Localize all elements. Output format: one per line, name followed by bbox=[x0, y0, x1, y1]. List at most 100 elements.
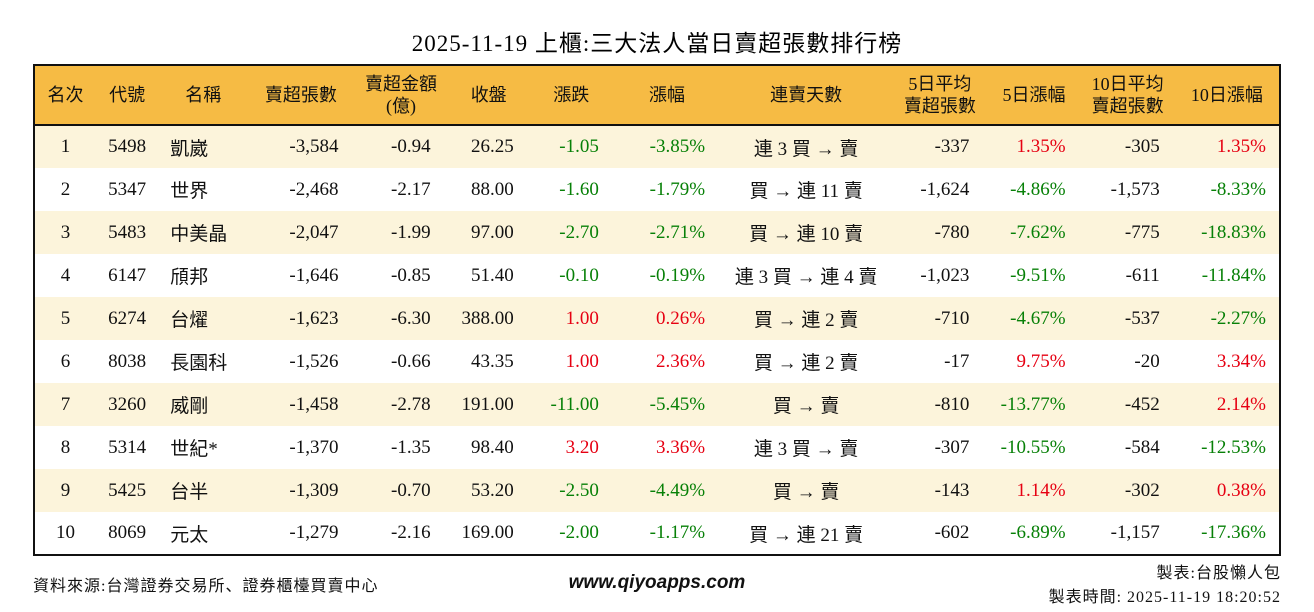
cell-10d-change-pct: 0.38% bbox=[1216, 479, 1266, 501]
cell-5d-change-pct: 9.75% bbox=[1016, 350, 1066, 372]
cell-close: 26.25 bbox=[471, 136, 514, 157]
cell-code: 5483 bbox=[108, 221, 147, 243]
cell-avg10-net-sell: -775 bbox=[1124, 221, 1160, 243]
cell-sell-streak: 買 → 連 10 賣 bbox=[749, 224, 864, 245]
cell-net-sell-volume: -1,309 bbox=[289, 479, 339, 501]
cell-5d-change-pct: -7.62% bbox=[1010, 221, 1066, 243]
table-row: 10 8069 元太 -1,279 -2.16 169.00 -2.00 -1.17% 買 → … bbox=[34, 512, 1280, 555]
cell-change: 1.00 bbox=[565, 350, 599, 372]
col-10d-change-pct-header: 10日漲幅 bbox=[1174, 65, 1280, 126]
cell-net-sell-amount: -0.70 bbox=[391, 479, 431, 501]
col-net-sell-volume-header: 賣超張數 bbox=[248, 65, 354, 126]
cell-code: 5347 bbox=[108, 178, 147, 200]
cell-rank: 10 bbox=[56, 522, 76, 543]
cell-close: 53.20 bbox=[471, 479, 514, 501]
cell-avg5-net-sell: -17 bbox=[944, 350, 970, 372]
cell-change-pct: -4.49% bbox=[649, 479, 706, 501]
cell-avg10-net-sell: -302 bbox=[1124, 479, 1160, 501]
data-source-note: 資料來源:台灣證券交易所、證券櫃檯買賣中心 bbox=[33, 578, 379, 595]
cell-close: 43.35 bbox=[471, 350, 514, 372]
cell-name: 長園科 bbox=[170, 353, 228, 374]
cell-5d-change-pct: 1.14% bbox=[1016, 479, 1066, 501]
col-5d-change-pct-header: 5日漲幅 bbox=[987, 65, 1081, 126]
cell-rank: 6 bbox=[60, 350, 71, 372]
col-rank-header: 名次 bbox=[34, 65, 97, 126]
cell-close: 169.00 bbox=[461, 522, 514, 543]
cell-net-sell-volume: -1,526 bbox=[289, 350, 339, 372]
cell-code: 5498 bbox=[108, 136, 147, 157]
cell-avg5-net-sell: -602 bbox=[934, 522, 970, 543]
cell-net-sell-volume: -1,279 bbox=[289, 522, 339, 543]
cell-name: 元太 bbox=[170, 524, 209, 546]
cell-name: 頎邦 bbox=[170, 267, 209, 288]
credit-block: 製表:台股懶人包 製表時間: 2025-11-19 18:20:52 bbox=[1049, 562, 1281, 610]
cell-10d-change-pct: -2.27% bbox=[1210, 307, 1266, 329]
table-row: 2 5347 世界 -2,468 -2.17 88.00 -1.60 -1.79% 買 → 連 … bbox=[34, 168, 1280, 211]
ranking-table-container: 名次 代號 名稱 賣超張數 賣超金額 (億) 收盤 漲跌 漲幅 連賣天數 5日平均 賣超張數 5日漲… bbox=[33, 64, 1281, 556]
cell-name: 威剛 bbox=[170, 396, 209, 417]
cell-net-sell-amount: -0.94 bbox=[391, 136, 431, 157]
cell-sell-streak: 連 3 買 → 賣 bbox=[753, 138, 859, 160]
cell-avg5-net-sell: -1,023 bbox=[920, 264, 970, 286]
cell-rank: 2 bbox=[60, 178, 71, 200]
cell-avg5-net-sell: -307 bbox=[934, 436, 970, 458]
cell-code: 5314 bbox=[108, 436, 147, 458]
cell-sell-streak: 買 → 連 2 賣 bbox=[753, 310, 859, 331]
cell-net-sell-volume: -1,646 bbox=[289, 264, 339, 286]
cell-net-sell-volume: -2,047 bbox=[289, 221, 339, 243]
col-avg10-net-sell-header: 10日平均 賣超張數 bbox=[1080, 65, 1175, 126]
cell-rank: 8 bbox=[60, 436, 71, 458]
table-row: 6 8038 長園科 -1,526 -0.66 43.35 1.00 2.36% 買 → 連 2… bbox=[34, 340, 1280, 383]
cell-10d-change-pct: -8.33% bbox=[1210, 178, 1266, 200]
cell-change: -2.50 bbox=[559, 479, 599, 501]
cell-code: 5425 bbox=[108, 479, 147, 501]
table-row: 1 5498 凱崴 -3,584 -0.94 26.25 -1.05 -3.85% 連 3 買 … bbox=[34, 125, 1280, 168]
cell-code: 8069 bbox=[108, 522, 147, 543]
cell-avg5-net-sell: -143 bbox=[934, 479, 970, 501]
cell-net-sell-amount: -0.66 bbox=[391, 350, 431, 372]
cell-name: 台燿 bbox=[170, 310, 209, 331]
cell-avg10-net-sell: -1,573 bbox=[1110, 178, 1160, 200]
cell-net-sell-volume: -3,584 bbox=[289, 136, 339, 157]
cell-change-pct: -3.85% bbox=[649, 136, 706, 157]
cell-avg10-net-sell: -452 bbox=[1124, 393, 1160, 415]
cell-net-sell-volume: -1,623 bbox=[289, 307, 339, 329]
cell-5d-change-pct: -6.89% bbox=[1010, 522, 1066, 543]
cell-rank: 1 bbox=[60, 136, 71, 157]
cell-avg10-net-sell: -611 bbox=[1125, 264, 1160, 286]
cell-5d-change-pct: -13.77% bbox=[1000, 393, 1066, 415]
cell-change-pct: 2.36% bbox=[655, 350, 706, 372]
cell-change-pct: -2.71% bbox=[649, 221, 706, 243]
cell-name: 中美晶 bbox=[170, 224, 228, 245]
cell-change-pct: -1.17% bbox=[649, 522, 706, 543]
cell-net-sell-amount: -6.30 bbox=[391, 307, 431, 329]
cell-net-sell-amount: -1.99 bbox=[391, 221, 431, 243]
table-row: 9 5425 台半 -1,309 -0.70 53.20 -2.50 -4.49% 買 → 賣 -… bbox=[34, 469, 1280, 512]
cell-close: 191.00 bbox=[461, 393, 514, 415]
header-row: 名次 代號 名稱 賣超張數 賣超金額 (億) 收盤 漲跌 漲幅 連賣天數 5日平均 賣超張數 5日漲… bbox=[34, 65, 1280, 126]
cell-avg5-net-sell: -810 bbox=[934, 393, 970, 415]
cell-code: 3260 bbox=[108, 393, 147, 415]
cell-change-pct: -5.45% bbox=[649, 393, 706, 415]
cell-sell-streak: 連 3 買 → 賣 bbox=[753, 439, 859, 460]
cell-change-pct: -1.79% bbox=[649, 178, 706, 200]
cell-name: 凱崴 bbox=[170, 138, 209, 160]
cell-net-sell-amount: -1.35 bbox=[391, 436, 431, 458]
table-row: 8 5314 世紀* -1,370 -1.35 98.40 3.20 3.36% 連 3 買 →… bbox=[34, 426, 1280, 469]
cell-10d-change-pct: 1.35% bbox=[1216, 136, 1266, 157]
cell-change: -0.10 bbox=[559, 264, 599, 286]
col-name-header: 名稱 bbox=[158, 65, 249, 126]
cell-change: -1.60 bbox=[559, 178, 599, 200]
cell-5d-change-pct: -4.67% bbox=[1010, 307, 1066, 329]
cell-close: 388.00 bbox=[461, 307, 514, 329]
cell-rank: 4 bbox=[60, 264, 71, 286]
cell-sell-streak: 連 3 買 → 連 4 賣 bbox=[734, 267, 878, 288]
table-row: 3 5483 中美晶 -2,047 -1.99 97.00 -2.70 -2.71% 買 → 連… bbox=[34, 211, 1280, 254]
cell-sell-streak: 買 → 連 11 賣 bbox=[749, 181, 863, 202]
cell-sell-streak: 買 → 連 2 賣 bbox=[753, 353, 859, 374]
col-net-sell-amount-header: 賣超金額 (億) bbox=[353, 65, 449, 126]
col-change-header: 漲跌 bbox=[528, 65, 614, 126]
cell-change-pct: 3.36% bbox=[655, 436, 706, 458]
ranking-table: 名次 代號 名稱 賣超張數 賣超金額 (億) 收盤 漲跌 漲幅 連賣天數 5日平均 賣超張數 5日漲… bbox=[33, 64, 1281, 556]
